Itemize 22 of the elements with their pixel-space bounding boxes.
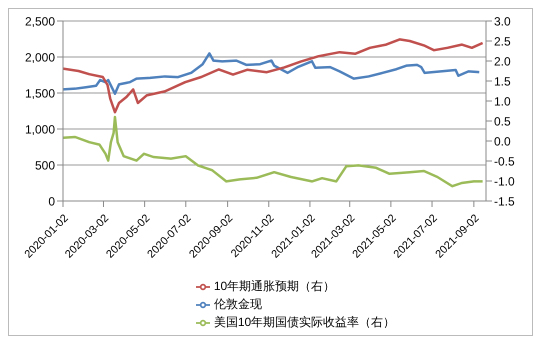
line-series [63,38,484,114]
y-tick-label: 0 [48,194,56,208]
y-tick-label: 2,000 [24,50,56,64]
y2-tick-label: 1.5 [494,74,512,88]
y2-tick-label: 3.0 [494,14,512,28]
y-tick-label: 500 [34,158,56,172]
y2-tick-label: 2.5 [494,34,512,48]
y-tick-label: 2,500 [24,14,56,28]
y2-tick-label: -1.5 [494,194,516,208]
line-series [63,116,484,188]
line-series [63,52,481,95]
legend-label: 伦敦金现 [214,297,262,311]
y-tick-label: 1,000 [24,122,56,136]
y2-tick-label: 0.0 [494,134,512,148]
legend-label: 10年期通胀预期（右） [214,279,336,293]
y2-tick-label: -1.0 [494,174,516,188]
legend-label: 美国10年期国债实际收益率（右） [214,315,396,329]
y2-tick-label: 2.0 [494,54,512,68]
y2-tick-label: 1.0 [494,94,512,108]
y2-tick-label: -0.5 [494,154,516,168]
y-tick-label: 1,500 [24,86,56,100]
y2-tick-label: 0.5 [494,114,512,128]
